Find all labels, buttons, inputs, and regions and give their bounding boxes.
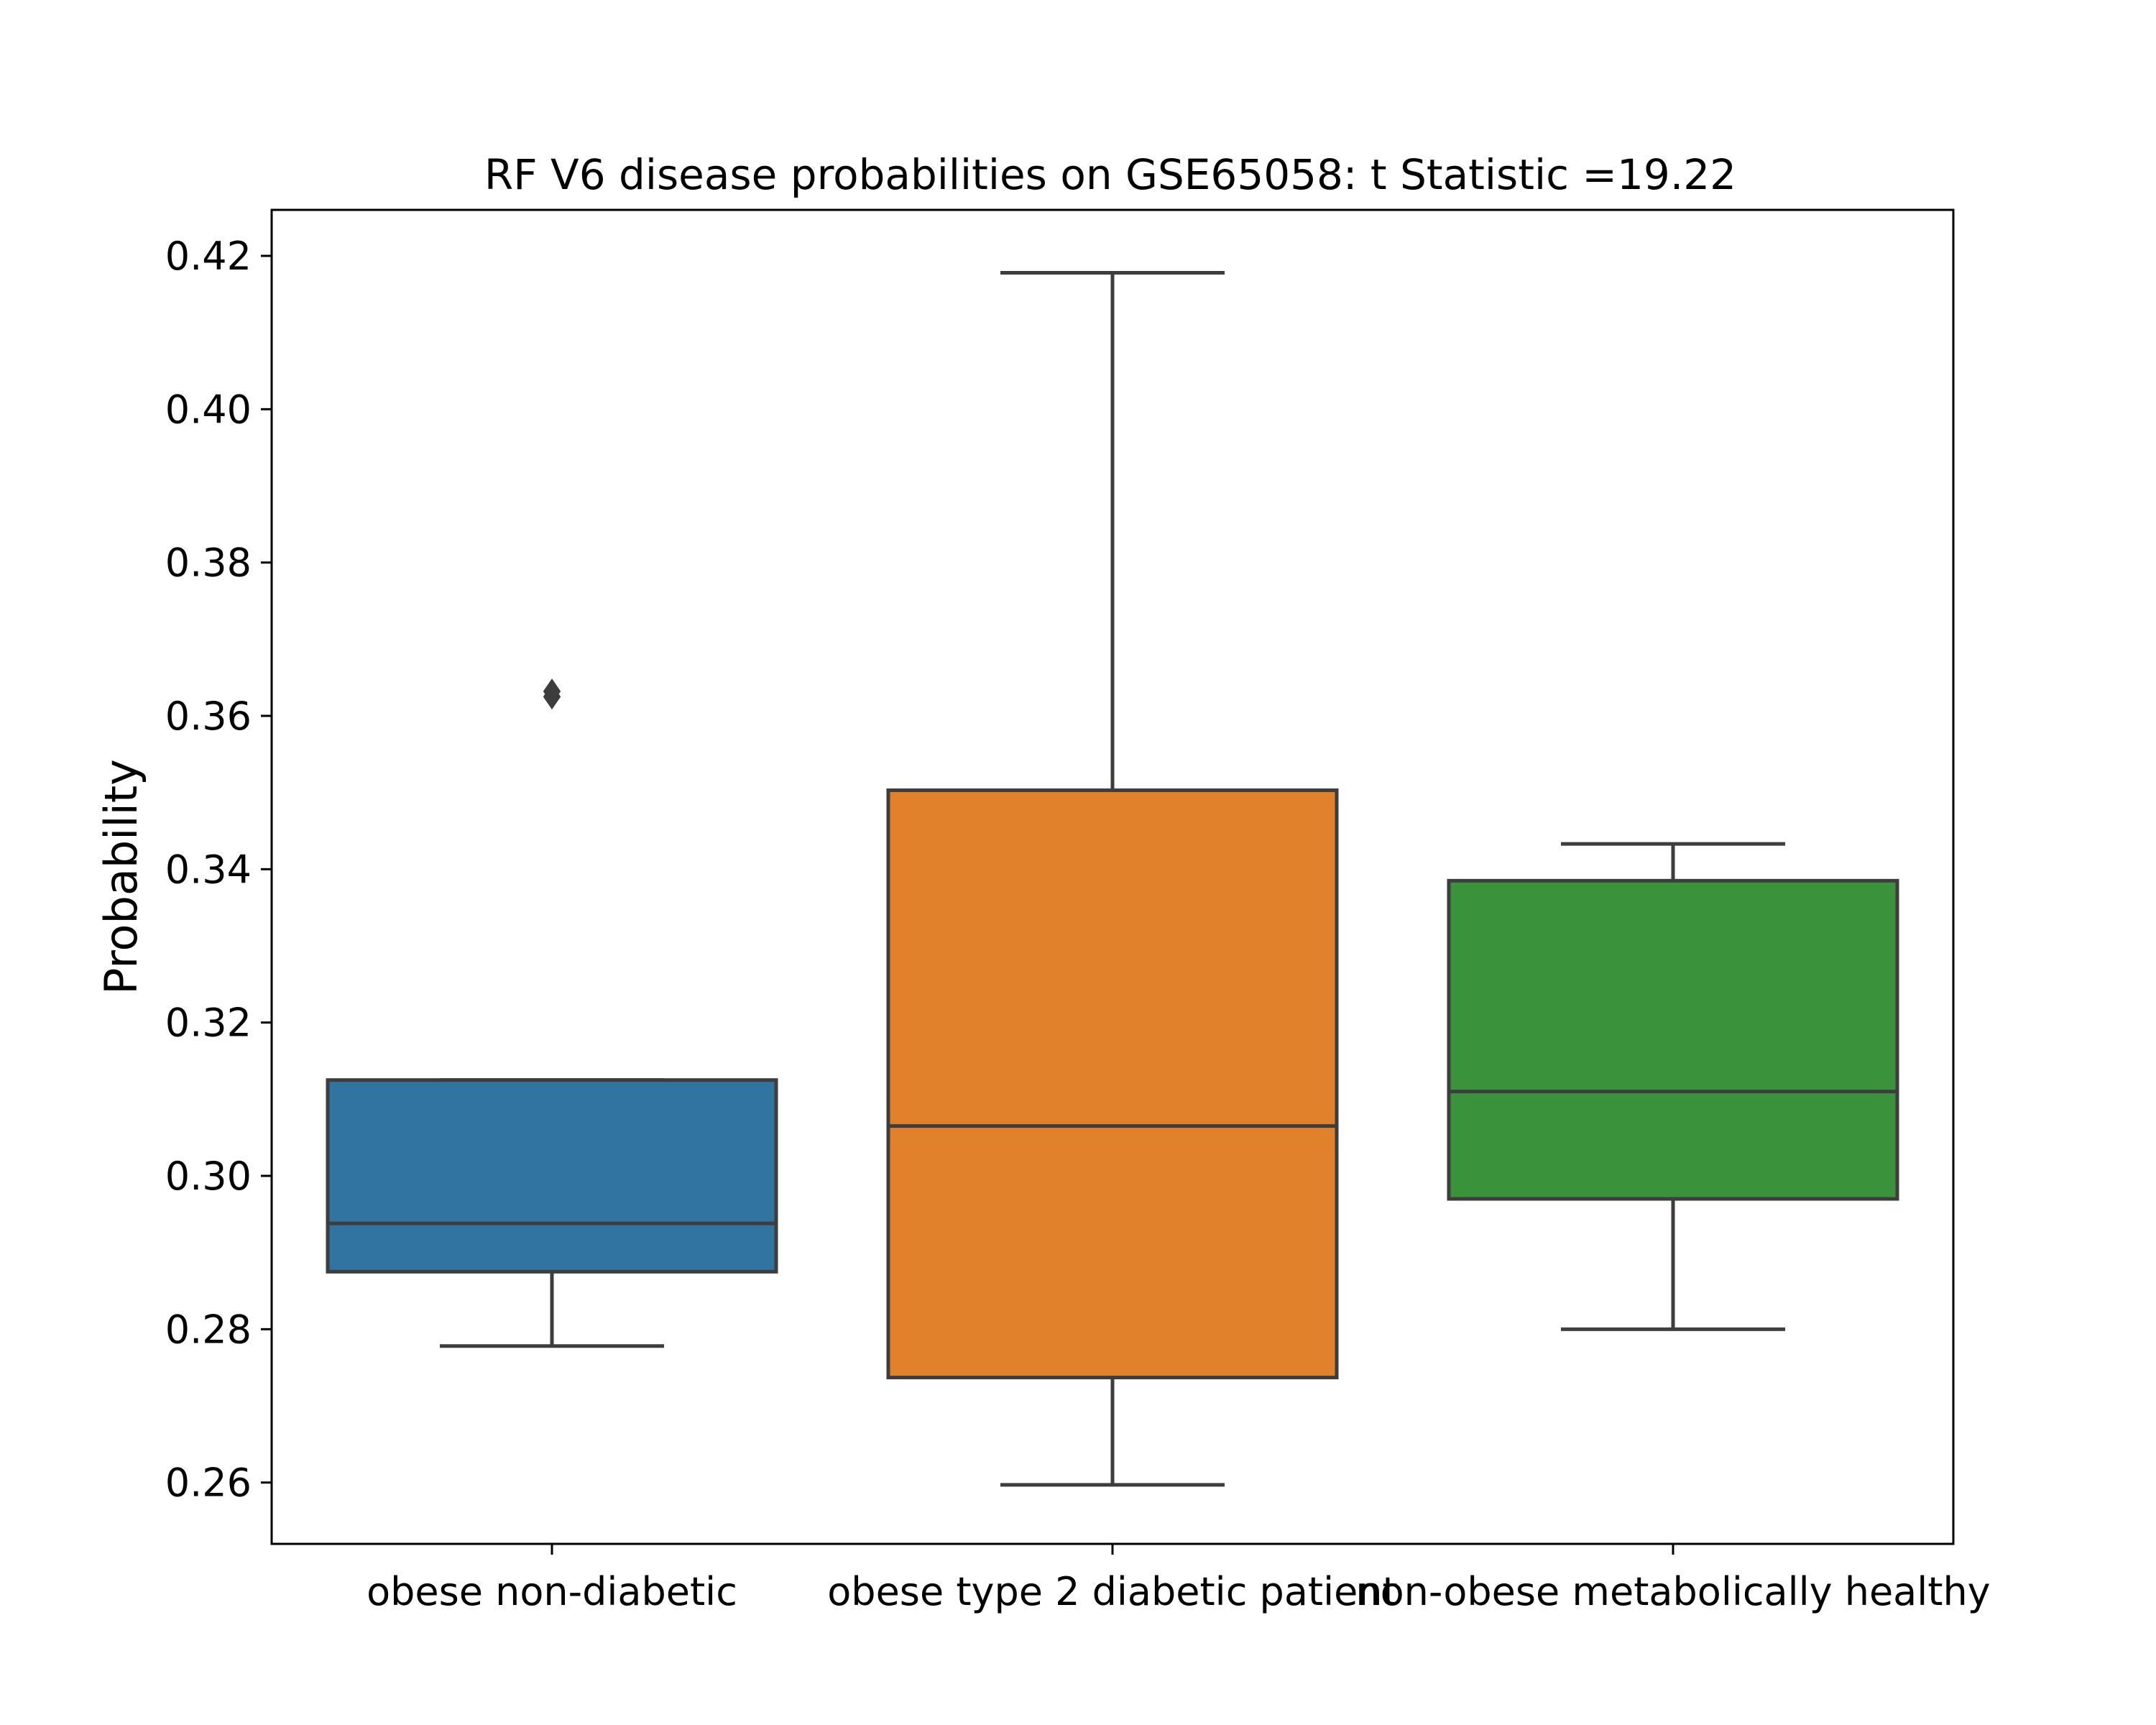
box-group <box>886 270 1339 1487</box>
y-tick-label: 0.38 <box>165 540 252 586</box>
outlier-point <box>543 684 561 710</box>
y-tick-label: 0.30 <box>165 1154 252 1199</box>
box-group <box>1447 842 1899 1331</box>
x-tick-label: non-obese metabolically healthy <box>1355 1569 1990 1614</box>
box <box>1447 878 1899 1201</box>
x-tick-label: obese type 2 diabetic patient <box>827 1569 1397 1614</box>
x-tick-label: obese non-diabetic <box>367 1569 737 1614</box>
y-tick-label: 0.42 <box>165 234 252 279</box>
y-axis: 0.26 0.28 0.30 0.32 0.34 0.36 0.38 0.40 0.42 <box>165 234 272 1506</box>
y-tick-label: 0.32 <box>165 1000 252 1046</box>
y-axis-label: Probability <box>95 759 147 995</box>
box <box>326 1078 778 1274</box>
y-tick-label: 0.36 <box>165 694 252 739</box>
x-axis: obese non-diabetic obese type 2 diabetic … <box>367 1544 1991 1614</box>
box-group <box>326 678 778 1348</box>
boxes-layer <box>326 270 1899 1487</box>
y-tick-label: 0.34 <box>165 847 252 892</box>
y-tick-label: 0.40 <box>165 387 252 432</box>
chart-title: RF V6 disease probabilities on GSE65058:… <box>484 150 1736 199</box>
y-tick-label: 0.26 <box>165 1460 252 1506</box>
box <box>886 788 1339 1380</box>
y-tick-label: 0.28 <box>165 1307 252 1352</box>
